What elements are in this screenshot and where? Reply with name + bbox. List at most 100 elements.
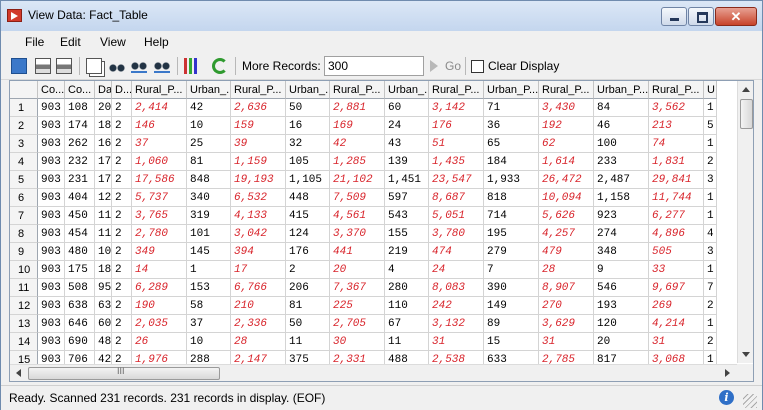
grid-cell[interactable]: 2	[112, 189, 132, 207]
grid-cell[interactable]: 390	[484, 279, 539, 297]
grid-cell[interactable]: 1,105	[286, 171, 330, 189]
grid-cell[interactable]: 6,766	[231, 279, 286, 297]
grid-cell[interactable]: 903	[38, 171, 65, 189]
grid-cell[interactable]: 848	[187, 171, 231, 189]
grid-cell[interactable]: 274	[594, 225, 649, 243]
grid-cell[interactable]: 120	[594, 315, 649, 333]
grid-cell[interactable]: 1	[704, 135, 717, 153]
grid-cell[interactable]: 193	[594, 297, 649, 315]
go-button[interactable]: Go	[445, 59, 462, 73]
grid-cell[interactable]: 2	[112, 153, 132, 171]
copy-icon[interactable]	[86, 58, 102, 74]
grid-cell[interactable]: 28	[539, 261, 594, 279]
grid-cell[interactable]: 206	[286, 279, 330, 297]
grid-cell[interactable]: 8,907	[539, 279, 594, 297]
grid-cell[interactable]: 225	[330, 297, 385, 315]
grid-cell[interactable]: 279	[484, 243, 539, 261]
grid-cell[interactable]: 2	[112, 333, 132, 351]
grid-cell[interactable]: 10	[187, 333, 231, 351]
column-header[interactable]: Co...	[65, 81, 95, 99]
grid-cell[interactable]: 1,933	[484, 171, 539, 189]
row-number[interactable]: 14	[10, 333, 38, 351]
menu-file[interactable]: File	[25, 35, 45, 49]
grid-cell[interactable]: 139	[385, 153, 429, 171]
column-header[interactable]: Urban_P...	[594, 81, 649, 99]
grid-cell[interactable]: 37	[132, 135, 187, 153]
grid-cell[interactable]: 903	[38, 297, 65, 315]
grid-cell[interactable]: 31	[539, 333, 594, 351]
row-number[interactable]: 13	[10, 315, 38, 333]
grid-cell[interactable]: 16	[286, 117, 330, 135]
grid-cell[interactable]: 1	[704, 189, 717, 207]
grid-cell[interactable]: 111	[95, 207, 112, 225]
info-icon[interactable]: i	[719, 390, 734, 405]
grid-cell[interactable]: 174	[65, 117, 95, 135]
grid-cell[interactable]: 2	[112, 225, 132, 243]
grid-cell[interactable]: 5,737	[132, 189, 187, 207]
grid-cell[interactable]: 1,285	[330, 153, 385, 171]
grid-cell[interactable]: 37	[187, 315, 231, 333]
column-header[interactable]: Rural_P...	[429, 81, 484, 99]
grid-cell[interactable]: 159	[231, 117, 286, 135]
row-number[interactable]: 2	[10, 117, 38, 135]
column-header[interactable]: Urban_P...	[484, 81, 539, 99]
minimize-button[interactable]	[661, 7, 687, 26]
grid-cell[interactable]: 50	[286, 99, 330, 117]
grid-cell[interactable]: 103	[95, 243, 112, 261]
print-preview-icon[interactable]	[56, 58, 72, 74]
grid-cell[interactable]: 3,780	[429, 225, 484, 243]
grid-cell[interactable]: 17	[231, 261, 286, 279]
grid-cell[interactable]: 108	[65, 99, 95, 117]
grid-cell[interactable]: 1	[704, 315, 717, 333]
grid-cell[interactable]: 4,133	[231, 207, 286, 225]
grid-cell[interactable]: 714	[484, 207, 539, 225]
grid-cell[interactable]: 269	[649, 297, 704, 315]
grid-cell[interactable]: 2	[112, 171, 132, 189]
row-number[interactable]: 5	[10, 171, 38, 189]
grid-cell[interactable]: 71	[484, 99, 539, 117]
row-number[interactable]: 7	[10, 207, 38, 225]
grid-cell[interactable]: 7,509	[330, 189, 385, 207]
row-number[interactable]: 8	[10, 225, 38, 243]
grid-cell[interactable]: 903	[38, 135, 65, 153]
grid-cell[interactable]: 195	[484, 225, 539, 243]
find-next-icon[interactable]	[131, 58, 147, 74]
data-grid[interactable]: Co...Co...Dat...D...Rural_P...Urban_...R…	[9, 80, 754, 382]
grid-cell[interactable]: 46	[594, 117, 649, 135]
grid-cell[interactable]: 60	[385, 99, 429, 117]
grid-cell[interactable]: 7	[484, 261, 539, 279]
grid-cell[interactable]: 233	[594, 153, 649, 171]
grid-cell[interactable]: 176	[286, 243, 330, 261]
grid-cell[interactable]: 50	[286, 315, 330, 333]
grid-cell[interactable]: 4	[385, 261, 429, 279]
grid-cell[interactable]: 124	[286, 225, 330, 243]
grid-cell[interactable]: 474	[429, 243, 484, 261]
grid-cell[interactable]: 903	[38, 99, 65, 117]
grid-cell[interactable]: 415	[286, 207, 330, 225]
grid-cell[interactable]: 2,780	[132, 225, 187, 243]
grid-cell[interactable]: 2	[704, 153, 717, 171]
grid-cell[interactable]: 4,561	[330, 207, 385, 225]
column-header[interactable]: Urban_...	[286, 81, 330, 99]
grid-cell[interactable]: 2	[112, 261, 132, 279]
grid-corner-header[interactable]	[10, 81, 38, 99]
grid-cell[interactable]: 3	[704, 171, 717, 189]
grid-cell[interactable]: 36	[484, 117, 539, 135]
grid-cell[interactable]: 9	[594, 261, 649, 279]
grid-cell[interactable]: 95	[95, 279, 112, 297]
grid-cell[interactable]: 4,257	[539, 225, 594, 243]
row-number[interactable]: 11	[10, 279, 38, 297]
grid-cell[interactable]: 3,370	[330, 225, 385, 243]
grid-cell[interactable]: 690	[65, 333, 95, 351]
grid-cell[interactable]: 6,532	[231, 189, 286, 207]
grid-cell[interactable]: 1,831	[649, 153, 704, 171]
grid-cell[interactable]: 232	[65, 153, 95, 171]
grid-cell[interactable]: 903	[38, 243, 65, 261]
grid-cell[interactable]: 84	[594, 99, 649, 117]
vertical-scrollbar[interactable]	[737, 81, 753, 363]
grid-cell[interactable]: 262	[65, 135, 95, 153]
grid-cell[interactable]: 404	[65, 189, 95, 207]
find-icon[interactable]	[109, 58, 125, 74]
grid-cell[interactable]: 638	[65, 297, 95, 315]
grid-cell[interactable]: 448	[286, 189, 330, 207]
